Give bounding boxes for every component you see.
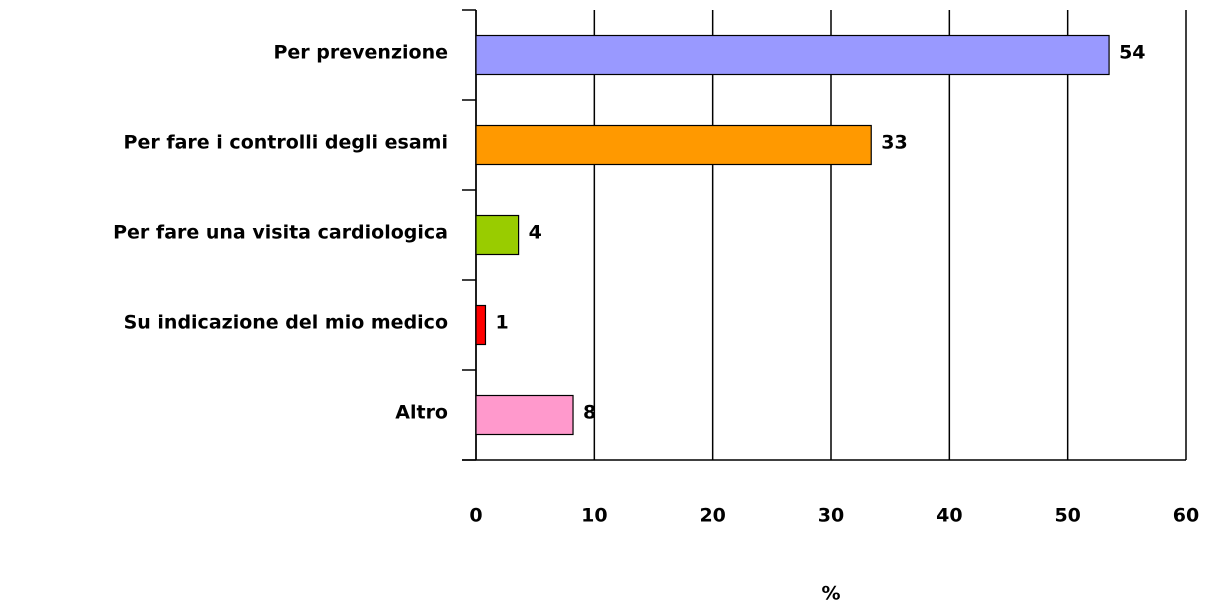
data-label: 4 [529,222,542,244]
bar [475,214,520,256]
y-tick-label: Per prevenzione [274,42,449,64]
x-tick-label: 50 [1054,505,1080,527]
x-axis-label: % [821,583,840,603]
x-tick-label: 10 [581,505,607,527]
x-tick-label: 20 [699,505,725,527]
y-tick-label: Su indicazione del mio medico [124,312,448,334]
y-tick-label: Per fare i controlli degli esami [124,132,448,154]
x-tick-label: 0 [469,505,482,527]
x-tick-label: 30 [818,505,844,527]
data-label: 33 [881,132,907,154]
bar [475,34,1110,76]
y-tick-label: Per fare una visita cardiologica [113,222,448,244]
bar [475,124,872,166]
x-tick-label: 40 [936,505,962,527]
x-tick-label: 60 [1173,505,1199,527]
bar [475,394,574,436]
data-label: 1 [495,312,508,334]
y-tick-label: Altro [395,402,448,424]
data-label: 54 [1119,42,1145,64]
data-label: 8 [583,402,596,424]
bar [475,304,487,346]
